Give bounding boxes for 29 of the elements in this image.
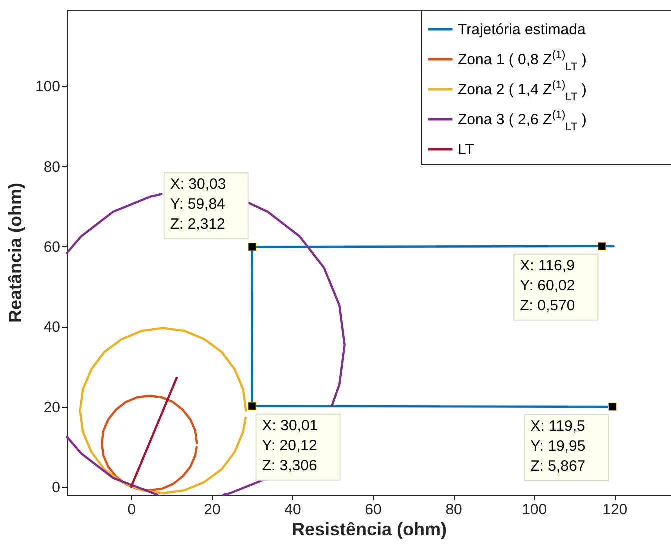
legend-label: LT: [458, 142, 474, 158]
x-tick-label: 40: [284, 502, 302, 518]
y-tick-label: 80: [44, 158, 60, 176]
legend-label: Zona 1 ( 0,8 Z$^{(1)}$$_{LT}$ ): [458, 50, 587, 74]
x-tick-label: 80: [446, 502, 462, 518]
point: [248, 242, 257, 252]
y-tick-label: 40: [44, 319, 60, 336]
y-tick-label: 100: [35, 78, 60, 96]
x-tick-label: 60: [365, 502, 382, 518]
x-tick-label: 120: [602, 502, 628, 518]
legend-label: Zona 3 ( 2,6 Z$^{(1)}$$_{LT}$ ): [458, 110, 587, 134]
annotation: X: 119,5 Y: 19,95 Z: 5,867: [530, 418, 586, 476]
y-axis-title: Reatância (ohm): [5, 182, 26, 324]
x-tick-label: 0: [128, 502, 136, 518]
x-tick-label: 100: [522, 502, 548, 518]
annotation: X: 30,01 Y: 20,12 Z: 3,306: [262, 417, 318, 474]
y-tick-label: 0: [52, 479, 60, 496]
y-tick-label: 20: [44, 399, 60, 416]
point: [608, 402, 617, 412]
annotation: X: 30,03 Y: 59,84 Z: 2,312: [170, 176, 226, 234]
y-tick-label: 60: [44, 238, 60, 256]
legend-label: Trajetória estimada: [458, 22, 586, 38]
legend-label: Zona 2 ( 1,4 Z$^{(1)}$$_{LT}$ ): [458, 80, 587, 104]
x-axis-title: Resistência (ohm): [292, 520, 448, 540]
line-series: [100, 394, 198, 492]
x-tick-label: 20: [204, 502, 221, 518]
point: [598, 242, 606, 251]
annotation: X: 116,9 Y: 60,02 Z: 0,570: [520, 257, 576, 314]
point: [248, 402, 256, 411]
